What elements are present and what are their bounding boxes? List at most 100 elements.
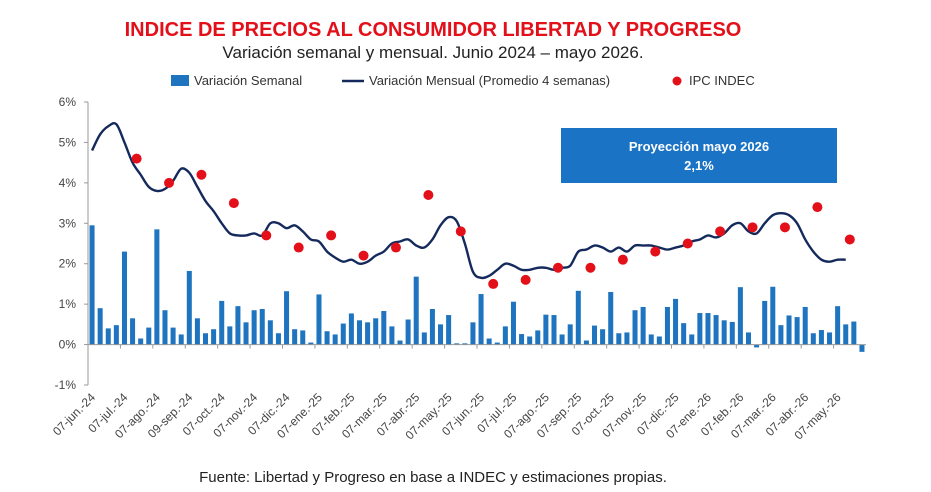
ipc-point: [650, 246, 661, 257]
weekly-bar: [365, 322, 371, 345]
weekly-bar: [381, 311, 387, 345]
weekly-bar: [324, 331, 330, 345]
weekly-bar: [681, 323, 687, 345]
weekly-bar: [794, 317, 800, 345]
weekly-bar: [470, 322, 476, 345]
weekly-bar: [835, 306, 841, 345]
weekly-bar: [316, 294, 322, 345]
y-tick-label: 1%: [59, 297, 77, 311]
weekly-bar: [559, 334, 565, 345]
weekly-bar: [203, 333, 209, 345]
weekly-bar: [535, 330, 541, 345]
weekly-bar: [600, 329, 606, 345]
ipc-point: [520, 274, 531, 285]
legend: Variación Semanal Variación Mensual (Pro…: [171, 73, 755, 88]
weekly-bar: [413, 276, 419, 345]
weekly-bar: [462, 343, 468, 345]
weekly-bar: [640, 306, 646, 345]
weekly-bar: [194, 318, 200, 345]
weekly-bar: [267, 320, 273, 345]
weekly-bar: [502, 326, 508, 345]
ipc-point: [844, 234, 855, 245]
ipc-point: [488, 278, 499, 289]
weekly-bar: [389, 326, 395, 345]
weekly-bar: [373, 318, 379, 345]
weekly-bar: [186, 270, 192, 345]
weekly-bar: [762, 300, 768, 345]
weekly-bar: [211, 329, 217, 345]
ipc-point: [131, 153, 142, 164]
weekly-bar: [519, 334, 525, 345]
weekly-bar: [575, 290, 581, 345]
y-tick-label: 2%: [59, 257, 77, 271]
legend-swatch-weekly: [171, 75, 189, 86]
weekly-bar: [446, 315, 452, 345]
weekly-bar: [121, 251, 127, 345]
weekly-bar: [356, 320, 362, 345]
chart-source: Fuente: Libertad y Progreso en base a IN…: [199, 469, 667, 486]
weekly-bar: [802, 306, 808, 345]
weekly-bar: [843, 324, 849, 345]
weekly-bar: [494, 342, 500, 345]
weekly-bar: [259, 308, 265, 345]
chart-subtitle: Variación semanal y mensual. Junio 2024 …: [222, 43, 643, 62]
weekly-bar: [486, 338, 492, 345]
projection-value: 2,1%: [684, 158, 714, 173]
weekly-bar: [300, 330, 306, 345]
weekly-bar: [113, 325, 119, 345]
weekly-bar: [89, 225, 95, 345]
ipc-point: [585, 262, 596, 273]
ipc-point: [228, 198, 239, 209]
weekly-bar: [275, 333, 281, 345]
weekly-bar: [429, 308, 435, 345]
ipc-point: [326, 230, 337, 241]
projection-box: Proyección mayo 2026 2,1%: [561, 128, 837, 183]
weekly-bar: [737, 287, 743, 345]
legend-label-monthly: Variación Mensual (Promedio 4 semanas): [369, 73, 610, 88]
weekly-bar: [405, 319, 411, 345]
weekly-bar: [332, 334, 338, 345]
weekly-bar: [754, 344, 760, 348]
weekly-bar: [219, 300, 225, 345]
ipc-point: [455, 226, 466, 237]
weekly-bar: [745, 332, 751, 345]
weekly-bar: [97, 308, 103, 345]
weekly-bar: [105, 328, 111, 345]
chart-title: INDICE DE PRECIOS AL CONSUMIDOR LIBERTAD…: [125, 19, 742, 41]
weekly-bar: [827, 332, 833, 345]
weekly-bar: [154, 229, 160, 345]
weekly-bar: [138, 338, 144, 345]
weekly-bar: [235, 306, 241, 345]
y-tick-label: 6%: [59, 95, 77, 109]
weekly-bar: [243, 322, 249, 345]
weekly-bar: [713, 315, 719, 345]
weekly-bar: [478, 294, 484, 345]
y-axis: -1% 0% 1% 2% 3% 4% 5% 6%: [55, 95, 89, 392]
ipc-point: [682, 238, 693, 249]
weekly-bar: [146, 327, 152, 345]
ipc-point: [553, 262, 564, 273]
weekly-bar: [284, 291, 290, 345]
weekly-bar: [705, 313, 711, 345]
weekly-bars: [89, 225, 865, 352]
weekly-bar: [292, 329, 298, 345]
weekly-bar: [348, 313, 354, 345]
ipc-point: [261, 230, 272, 241]
weekly-bar: [851, 321, 857, 345]
ipc-point: [293, 242, 304, 253]
y-tick-label: 3%: [59, 216, 77, 230]
y-tick-label: 5%: [59, 135, 77, 149]
weekly-bar: [608, 292, 614, 345]
weekly-bar: [551, 315, 557, 345]
weekly-bar: [810, 333, 816, 345]
ipc-indec-points: [131, 153, 855, 289]
weekly-bar: [786, 315, 792, 345]
weekly-bar: [308, 342, 314, 345]
legend-swatch-ipc: [672, 76, 682, 86]
weekly-bar: [689, 334, 695, 345]
weekly-bar: [656, 336, 662, 345]
weekly-bar: [729, 321, 735, 345]
ipc-point: [779, 222, 790, 233]
weekly-bar: [397, 340, 403, 345]
